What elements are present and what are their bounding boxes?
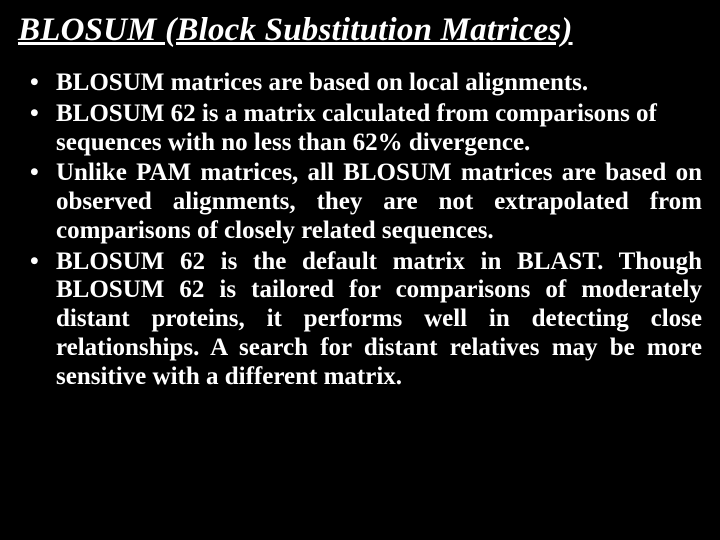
bullet-list: BLOSUM matrices are based on local align… xyxy=(18,69,702,391)
slide-container: BLOSUM (Block Substitution Matrices) BLO… xyxy=(0,0,720,540)
bullet-item: BLOSUM 62 is a matrix calculated from co… xyxy=(28,100,702,158)
bullet-item: BLOSUM 62 is the default matrix in BLAST… xyxy=(28,248,702,392)
slide-title: BLOSUM (Block Substitution Matrices) xyxy=(18,12,702,49)
bullet-item: BLOSUM matrices are based on local align… xyxy=(28,69,702,98)
bullet-item: Unlike PAM matrices, all BLOSUM matrices… xyxy=(28,159,702,245)
